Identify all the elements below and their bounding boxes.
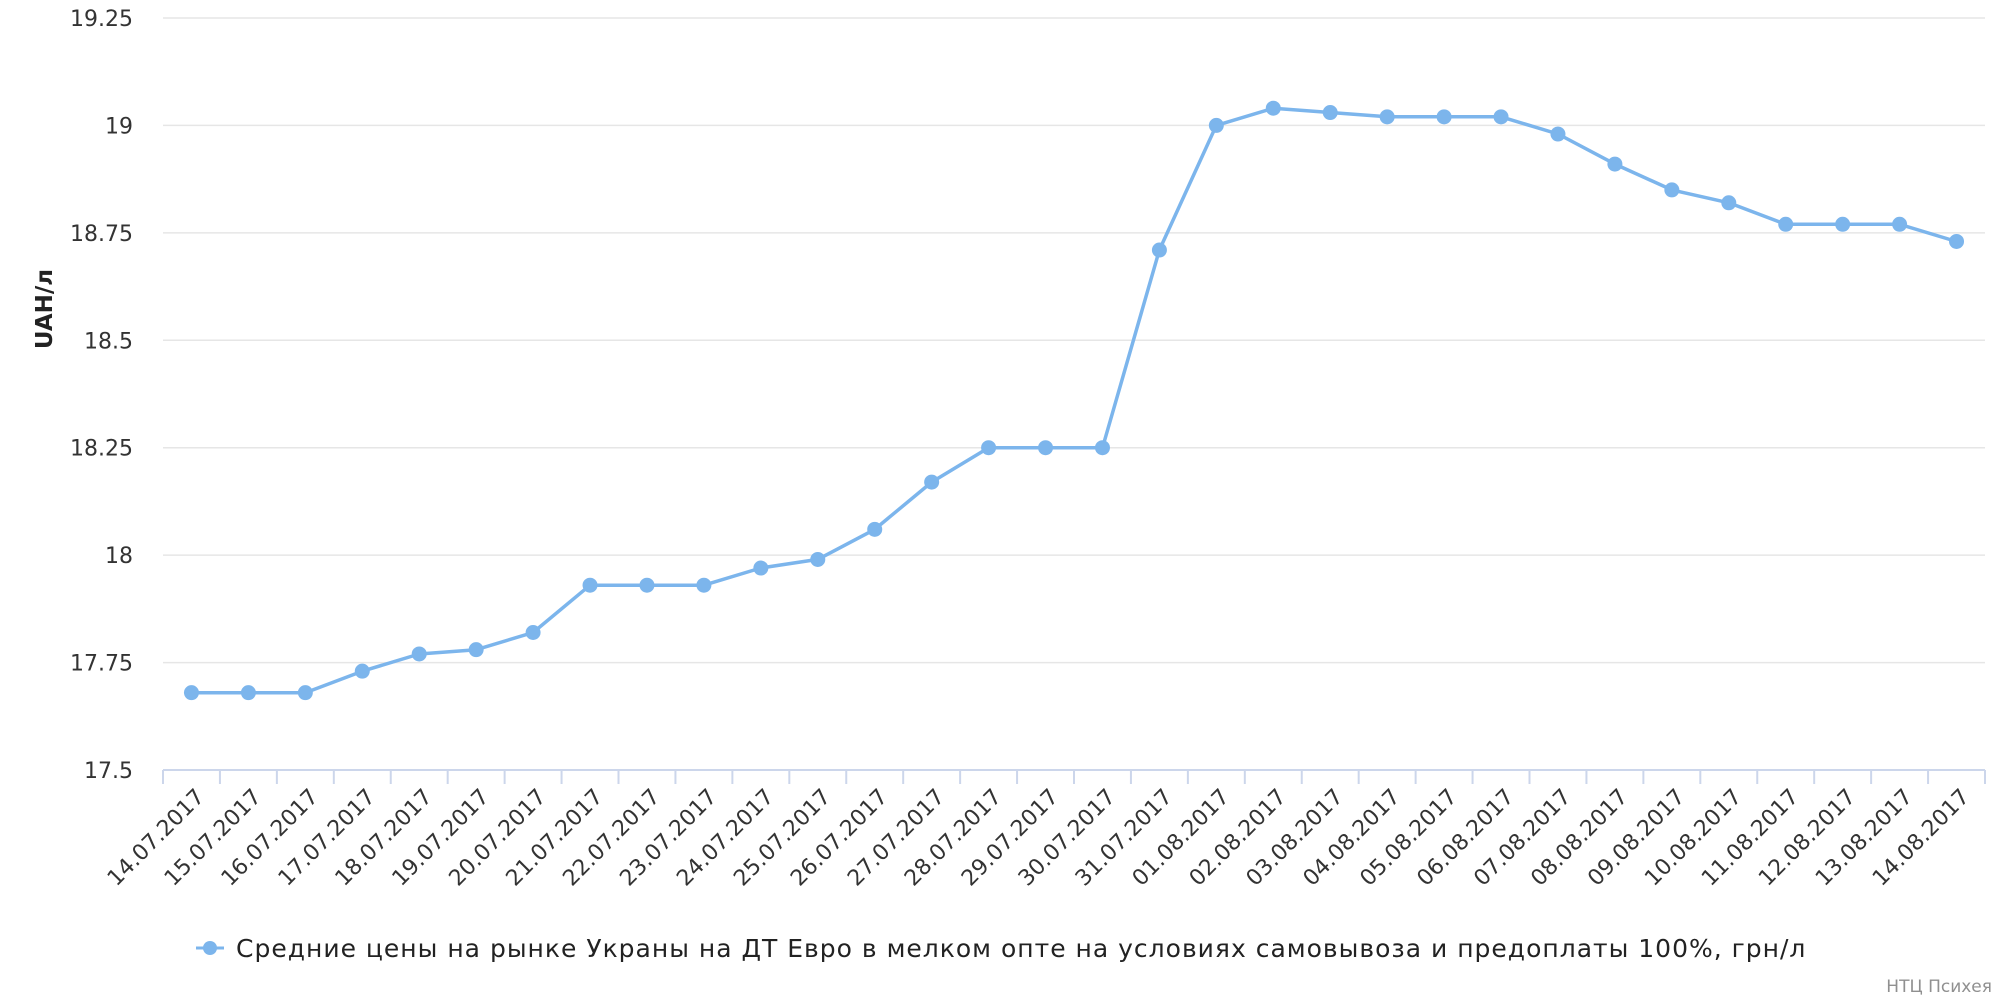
data-point[interactable] bbox=[981, 440, 997, 456]
data-point[interactable] bbox=[753, 560, 769, 576]
data-point[interactable] bbox=[1379, 109, 1395, 125]
legend-series-marker bbox=[203, 941, 217, 955]
data-point[interactable] bbox=[525, 624, 541, 640]
data-point[interactable] bbox=[1949, 233, 1965, 249]
data-point[interactable] bbox=[468, 642, 484, 658]
data-point[interactable] bbox=[1322, 105, 1338, 121]
y-tick-label: 18 bbox=[105, 544, 133, 569]
data-point[interactable] bbox=[240, 685, 256, 701]
y-tick-label: 18.5 bbox=[84, 329, 133, 354]
data-point[interactable] bbox=[1038, 440, 1054, 456]
data-point[interactable] bbox=[1436, 109, 1452, 125]
y-tick-label: 19.25 bbox=[70, 7, 133, 32]
chart-credit: НТЦ Психея bbox=[1886, 977, 1992, 997]
data-point[interactable] bbox=[1721, 195, 1737, 211]
data-point[interactable] bbox=[1550, 126, 1566, 142]
y-tick-label: 19 bbox=[105, 114, 133, 139]
data-point[interactable] bbox=[1664, 182, 1680, 198]
y-axis-title: UAH/л bbox=[32, 269, 58, 349]
data-point[interactable] bbox=[582, 577, 598, 593]
data-point[interactable] bbox=[183, 685, 199, 701]
data-point[interactable] bbox=[411, 646, 427, 662]
legend-series-label: Средние цены на рынке Украны на ДТ Евро … bbox=[236, 934, 1806, 963]
y-tick-label: 18.75 bbox=[70, 222, 133, 247]
legend[interactable]: Средние цены на рынке Украны на ДТ Евро … bbox=[196, 934, 1806, 963]
data-point[interactable] bbox=[1607, 156, 1623, 172]
data-point[interactable] bbox=[696, 577, 712, 593]
data-point[interactable] bbox=[810, 551, 826, 567]
data-point[interactable] bbox=[1208, 117, 1224, 133]
data-point[interactable] bbox=[1151, 242, 1167, 258]
y-tick-label: 17.5 bbox=[84, 759, 133, 784]
data-point[interactable] bbox=[1265, 100, 1281, 116]
data-point[interactable] bbox=[354, 663, 370, 679]
data-point[interactable] bbox=[1778, 216, 1794, 232]
data-point[interactable] bbox=[924, 474, 940, 490]
data-point[interactable] bbox=[639, 577, 655, 593]
grid-lines bbox=[163, 17, 1985, 664]
data-point[interactable] bbox=[1493, 109, 1509, 125]
data-point[interactable] bbox=[1094, 440, 1110, 456]
series-line bbox=[191, 106, 1958, 695]
y-axis: 17.5 17.75 18 18.25 18.5 18.75 19 19.25 bbox=[70, 7, 133, 784]
data-point[interactable] bbox=[297, 685, 313, 701]
x-axis: 14.07.201715.07.201716.07.201717.07.2017… bbox=[103, 769, 1986, 892]
x-tick-label: 14.07.2017 bbox=[103, 785, 210, 892]
data-point[interactable] bbox=[1835, 216, 1851, 232]
y-tick-label: 18.25 bbox=[70, 437, 133, 462]
y-tick-label: 17.75 bbox=[70, 652, 133, 677]
data-point[interactable] bbox=[867, 521, 883, 537]
data-point[interactable] bbox=[1892, 216, 1908, 232]
series-layer bbox=[183, 100, 1965, 701]
